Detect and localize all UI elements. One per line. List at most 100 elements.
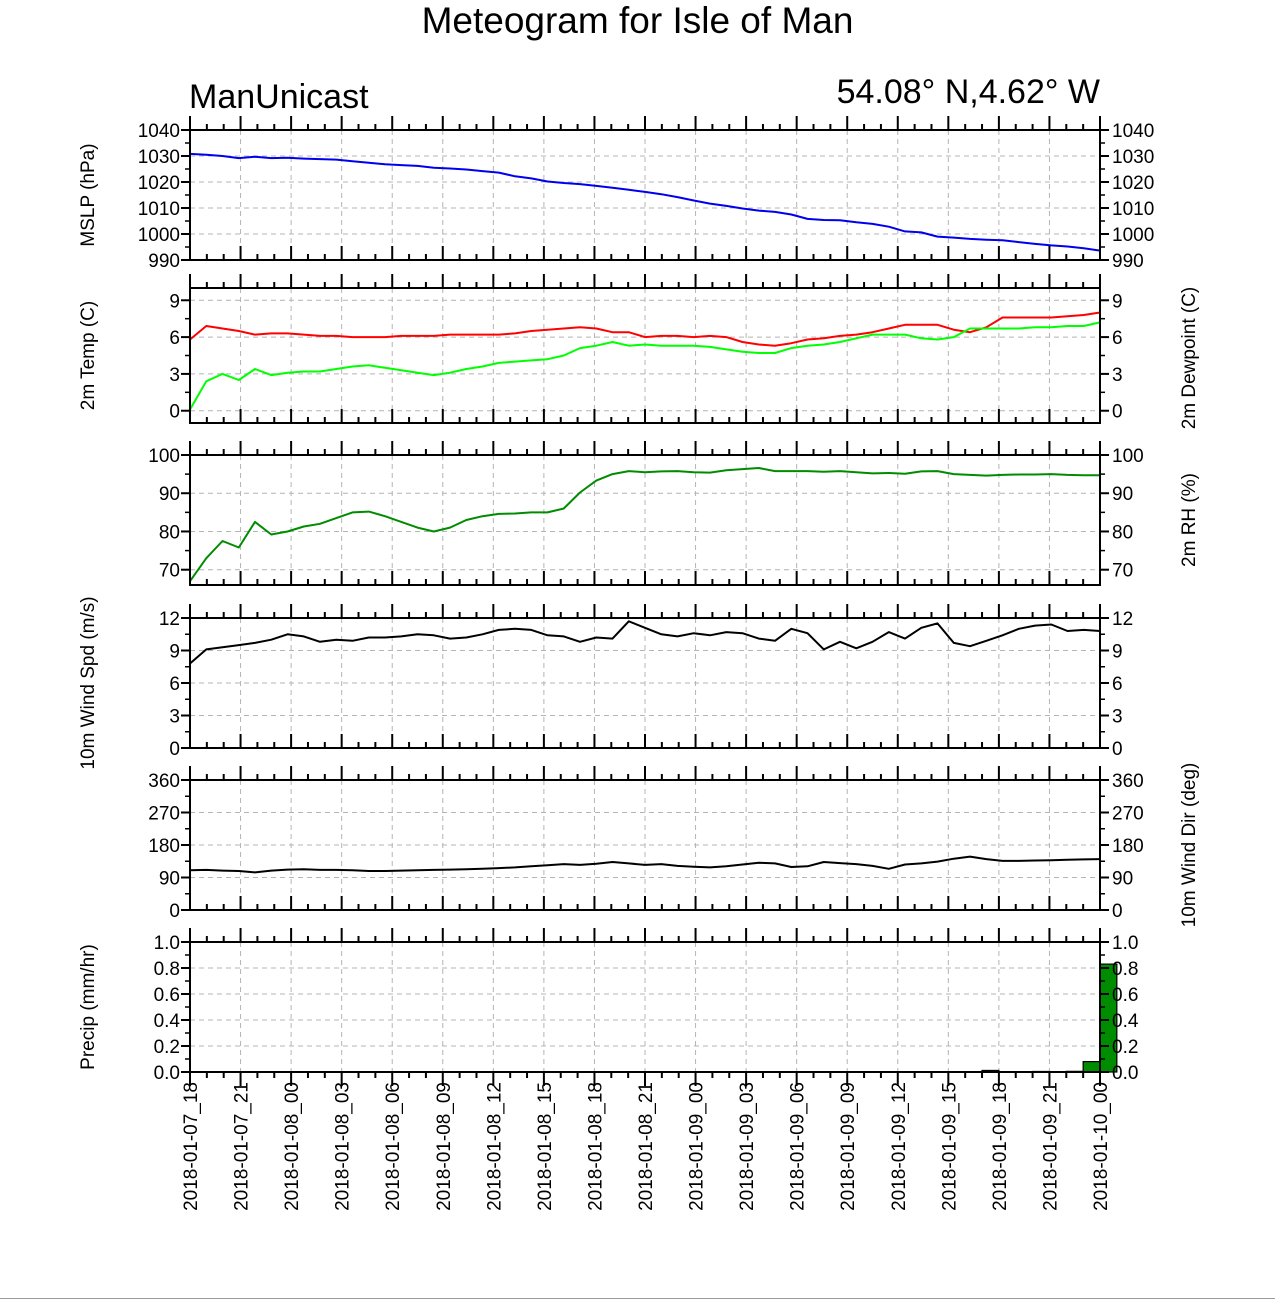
- y-tick-label-left: 9: [169, 642, 180, 663]
- x-tick-label: 2018-01-08_15: [535, 1082, 556, 1211]
- x-tick-label: 2018-01-09_18: [990, 1082, 1011, 1211]
- x-tick-label: 2018-01-09_06: [788, 1082, 809, 1211]
- y-tick-label-right: 9: [1112, 642, 1123, 663]
- y-axis-title-left: MSLP (hPa): [78, 143, 99, 246]
- precip-bar: [1082, 1060, 1101, 1073]
- y-tick-label-right: 0: [1112, 402, 1123, 423]
- series-line-wdir-0: [189, 855, 1101, 874]
- x-tick-label: 2018-01-09_15: [939, 1082, 960, 1211]
- x-tick-label: 2018-01-08_09: [434, 1082, 455, 1211]
- y-tick-label-left: 1040: [138, 121, 180, 142]
- y-tick-label-right: 990: [1112, 251, 1144, 272]
- y-tick-label-left: 270: [148, 804, 180, 825]
- y-tick-label-left: 90: [159, 484, 180, 505]
- y-axis-title-right: 2m Dewpoint (C): [1179, 287, 1200, 430]
- panel-wspd: 0 0 3 3 6 6 9 9 12 12 10m Wind Spd (m/s): [78, 596, 1133, 769]
- y-tick-label-left: 1000: [138, 225, 180, 246]
- y-tick-label-right: 9: [1112, 291, 1123, 312]
- y-tick-label-left: 12: [159, 609, 180, 630]
- y-tick-label-right: 100: [1112, 446, 1144, 467]
- y-axis-title-left: Precip (mm/hr): [78, 944, 99, 1070]
- x-tick-label: 2018-01-10_00: [1091, 1082, 1112, 1211]
- panel-rh: 70 70 80 80 90 90 100 100 2m RH (%): [148, 441, 1200, 586]
- y-tick-label-right: 80: [1112, 522, 1133, 543]
- x-tick-label: 2018-01-08_06: [383, 1082, 404, 1211]
- x-tick-label: 2018-01-07_18: [181, 1082, 202, 1211]
- x-tick-label: 2018-01-08_21: [636, 1082, 657, 1211]
- x-tick-label: 2018-01-09_12: [889, 1082, 910, 1211]
- y-tick-label-left: 0.0: [154, 1063, 180, 1084]
- model-label: ManUnicast: [189, 78, 369, 116]
- series-line-wspd-0: [189, 620, 1101, 665]
- y-tick-label-left: 0.6: [154, 985, 180, 1006]
- panel-wdir: 0 0 90 90 180 180 270 270 360 360 10m Wind Dir (de…: [148, 763, 1200, 928]
- series-line-temp-1: [189, 321, 1101, 411]
- y-tick-label-left: 70: [159, 561, 180, 582]
- series-line-rh-0: [189, 467, 1100, 582]
- y-tick-label-left: 0: [169, 901, 180, 922]
- y-tick-label-right: 70: [1112, 561, 1133, 582]
- y-tick-label-right: 0.2: [1112, 1037, 1138, 1058]
- y-tick-label-left: 6: [169, 328, 180, 349]
- x-tick-label: 2018-01-09_03: [737, 1082, 758, 1211]
- y-tick-label-right: 0: [1112, 739, 1123, 760]
- y-tick-label-right: 0.4: [1112, 1011, 1139, 1032]
- location-label: 54.08° N,4.62° W: [836, 73, 1100, 111]
- y-tick-label-left: 180: [148, 836, 180, 857]
- y-tick-label-right: 12: [1112, 609, 1133, 630]
- panel-mslp: 990 990 1000 1000 1010 1010 1020 1020 1030 1030 10…: [78, 116, 1154, 272]
- x-tick-label: 2018-01-08_18: [585, 1082, 606, 1211]
- x-tick-label: 2018-01-09_21: [1040, 1082, 1061, 1211]
- y-tick-label-right: 1020: [1112, 173, 1154, 194]
- y-tick-label-left: 0: [169, 402, 180, 423]
- y-tick-label-left: 1.0: [154, 933, 180, 954]
- x-tick-label: 2018-01-08_12: [484, 1082, 505, 1211]
- y-tick-label-left: 0.2: [154, 1037, 180, 1058]
- y-tick-label-left: 0.4: [154, 1011, 181, 1032]
- y-tick-label-left: 80: [159, 522, 180, 543]
- y-tick-label-left: 0: [169, 739, 180, 760]
- y-tick-label-left: 90: [159, 869, 180, 890]
- y-tick-label-right: 6: [1112, 328, 1123, 349]
- x-tick-label: 2018-01-07_21: [232, 1082, 253, 1211]
- panel-temp: 0 0 3 3 6 6 9 9 2m Temp (C) 2m Dewpoint (C): [78, 274, 1200, 429]
- y-tick-label-left: 1010: [138, 199, 180, 220]
- y-tick-label-right: 0.0: [1112, 1063, 1138, 1084]
- y-axis-title-right: 10m Wind Dir (deg): [1179, 763, 1200, 928]
- y-tick-label-right: 1000: [1112, 225, 1154, 246]
- y-tick-label-left: 0.8: [154, 959, 180, 980]
- y-tick-label-right: 0: [1112, 901, 1123, 922]
- series-line-temp-0: [189, 311, 1101, 347]
- y-tick-label-right: 90: [1112, 484, 1133, 505]
- y-axis-title-right: 2m RH (%): [1179, 473, 1200, 567]
- y-tick-label-right: 90: [1112, 869, 1133, 890]
- x-tick-label: 2018-01-09_00: [687, 1082, 708, 1211]
- y-tick-label-right: 0.6: [1112, 985, 1138, 1006]
- y-tick-label-right: 1.0: [1112, 933, 1138, 954]
- y-tick-label-right: 270: [1112, 804, 1144, 825]
- y-tick-label-right: 1040: [1112, 121, 1154, 142]
- y-tick-label-right: 1030: [1112, 147, 1154, 168]
- y-tick-label-left: 100: [148, 446, 180, 467]
- y-tick-label-right: 180: [1112, 836, 1144, 857]
- y-tick-label-left: 3: [169, 365, 180, 386]
- panel-precip: 0.0 0.0 0.2 0.2 0.4 0.4 0.6 0.6 0.8 0.8 1.0 1.0 Prec…: [78, 928, 1139, 1086]
- y-tick-label-left: 1030: [138, 147, 180, 168]
- y-tick-label-left: 9: [169, 291, 180, 312]
- y-tick-label-left: 1020: [138, 173, 180, 194]
- y-tick-label-right: 3: [1112, 365, 1123, 386]
- y-tick-label-right: 1010: [1112, 199, 1154, 220]
- x-tick-label: 2018-01-09_09: [838, 1082, 859, 1211]
- bottom-border-line: [0, 1298, 1275, 1299]
- y-tick-label-left: 3: [169, 707, 180, 728]
- x-tick-label: 2018-01-08_03: [333, 1082, 354, 1211]
- y-tick-label-right: 3: [1112, 707, 1123, 728]
- y-tick-label-left: 6: [169, 674, 180, 695]
- y-tick-label-right: 360: [1112, 771, 1144, 792]
- y-tick-label-left: 990: [148, 251, 180, 272]
- y-tick-label-left: 360: [148, 771, 180, 792]
- x-tick-label: 2018-01-08_00: [282, 1082, 303, 1211]
- y-tick-label-right: 6: [1112, 674, 1123, 695]
- chart-title: Meteogram for Isle of Man: [421, 0, 854, 41]
